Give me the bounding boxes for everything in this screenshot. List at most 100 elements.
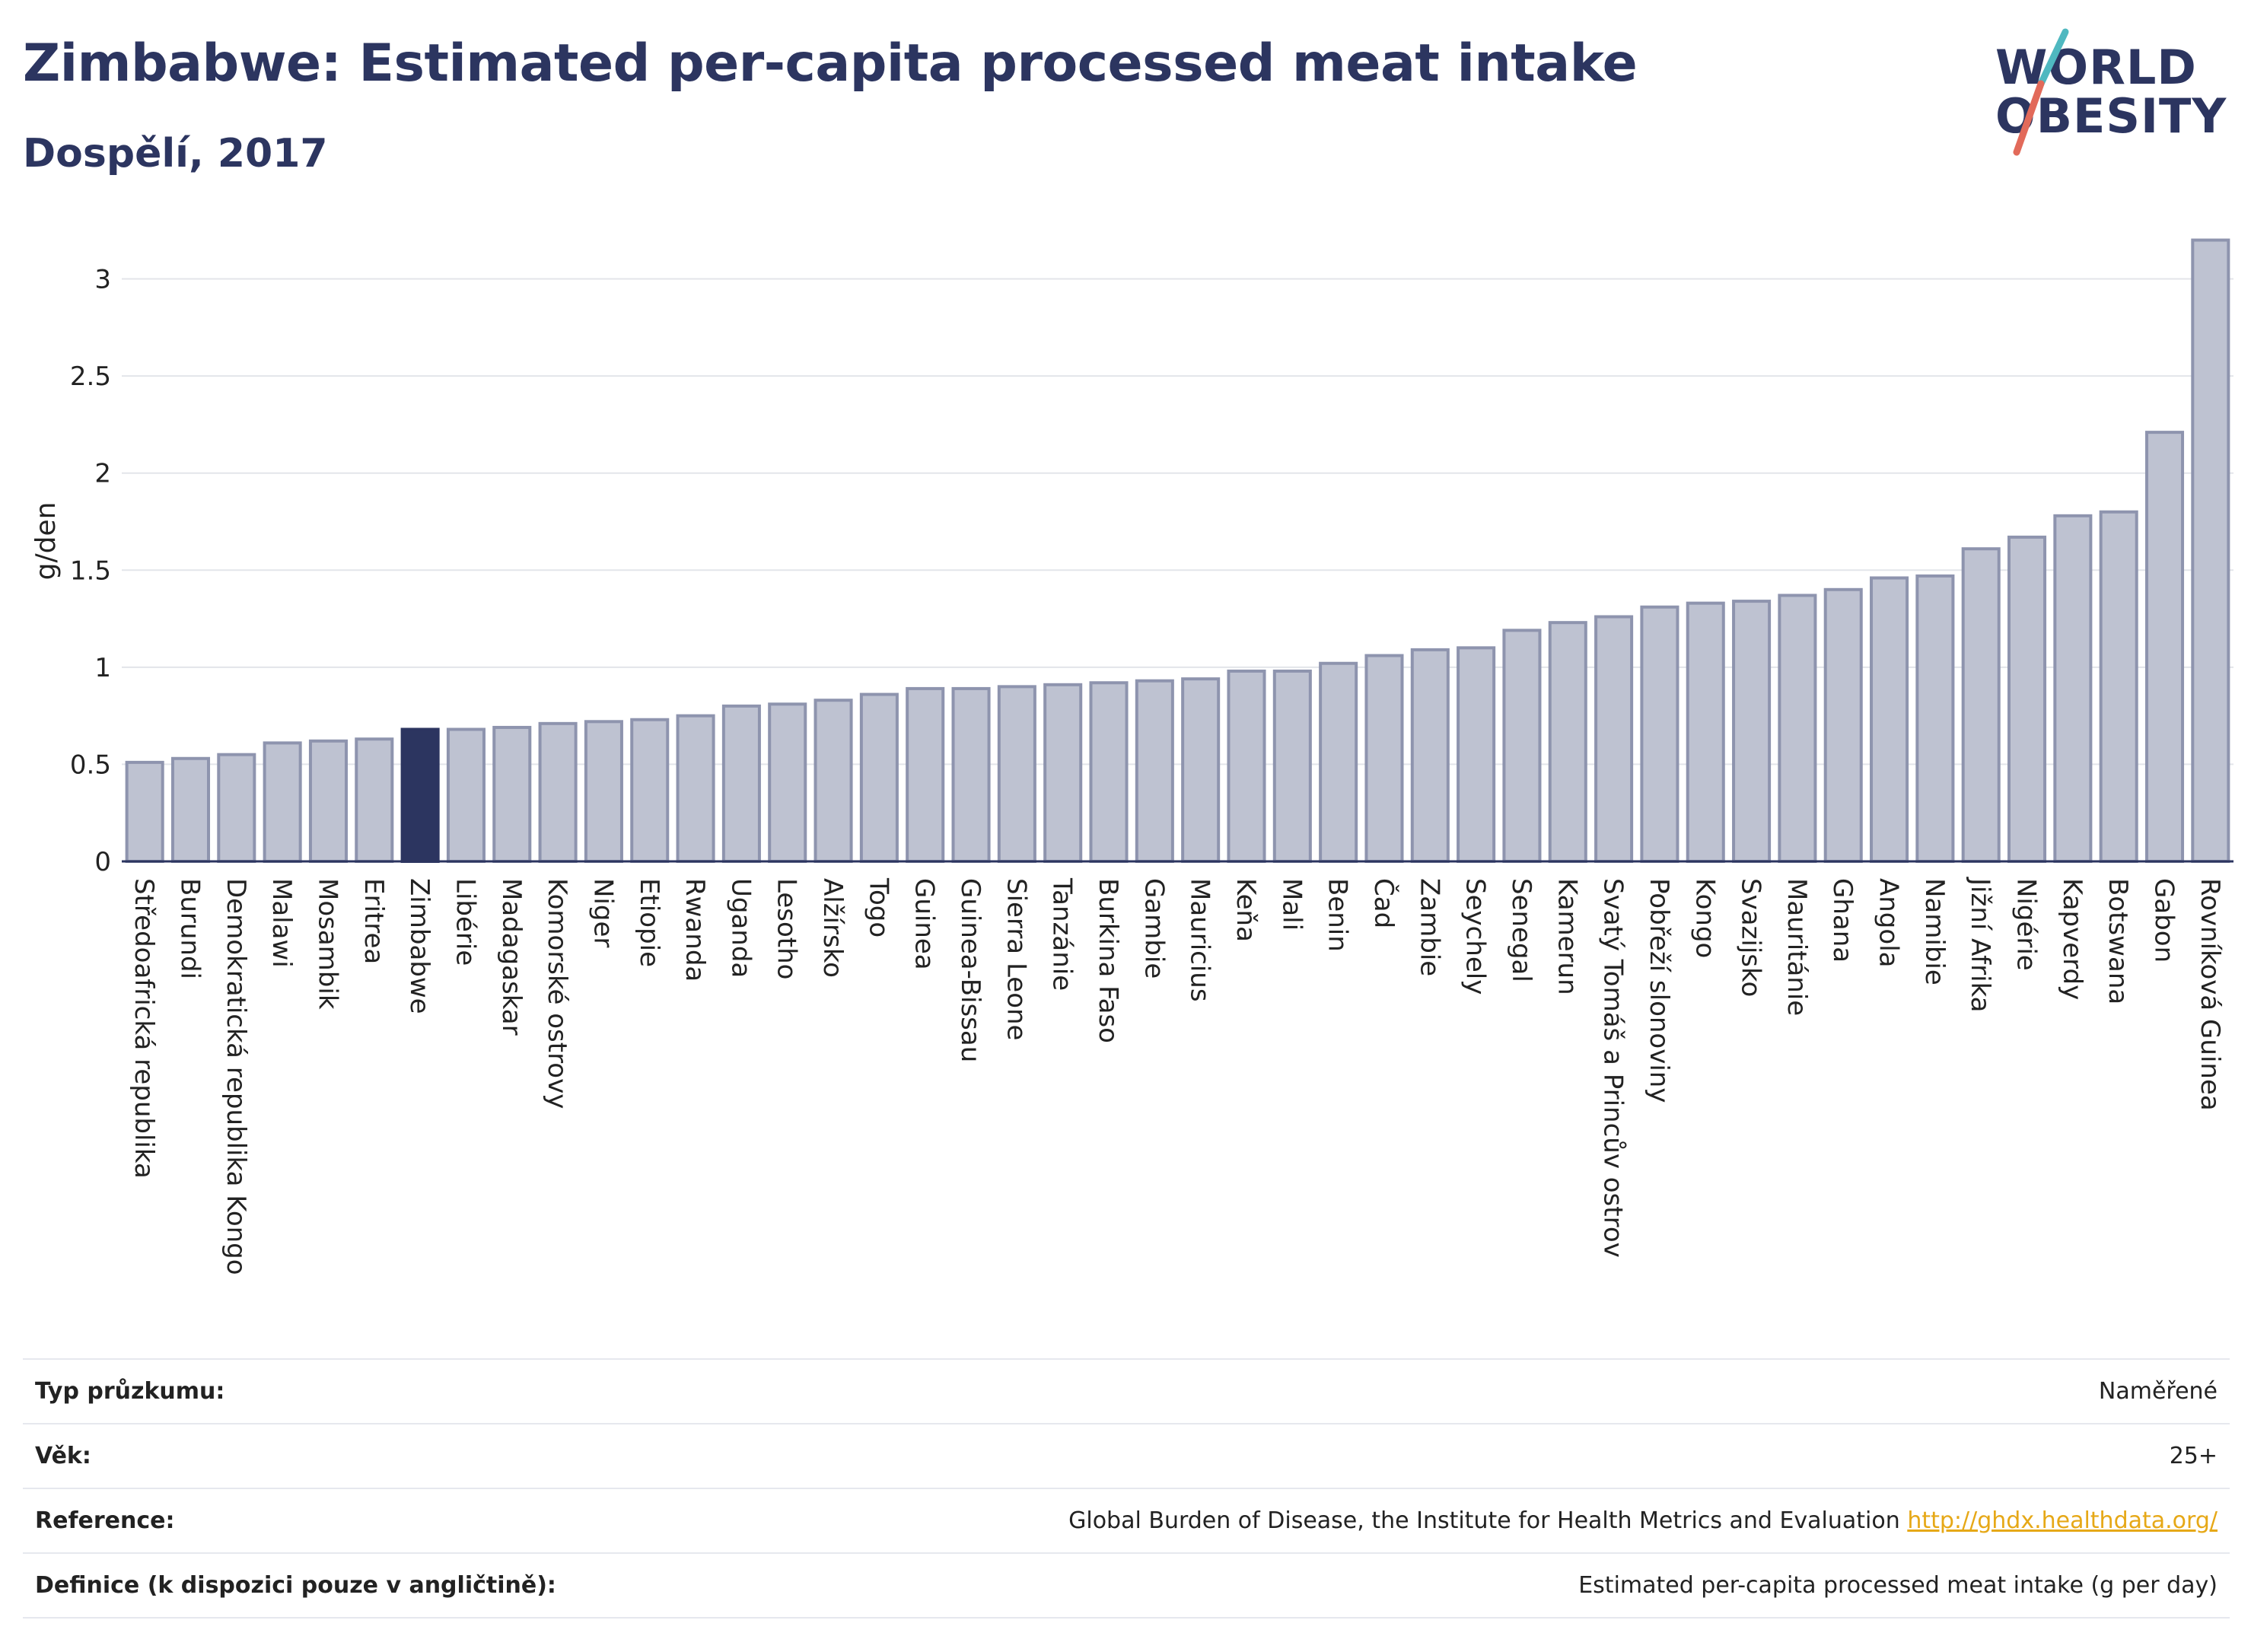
x-tick-label: Lesotho (772, 878, 802, 979)
x-tick-label: Mali (1276, 878, 1307, 931)
x-tick-label: Rovníková Guinea (2195, 878, 2225, 1111)
x-tick-label: Komorské ostrovy (542, 878, 572, 1109)
y-tick-label: 2 (94, 459, 111, 489)
x-tick-label: Čad (1368, 878, 1399, 928)
x-tick-label: Svazijsko (1736, 878, 1766, 997)
bar (1272, 669, 1312, 864)
x-tick-label: Mosambik (312, 878, 342, 1010)
bar (1640, 605, 1679, 863)
bar (2191, 238, 2230, 863)
x-tick-label: Senegal (1506, 878, 1536, 982)
x-tick-label: Gabon (2149, 878, 2179, 963)
bar (813, 699, 853, 863)
bar (584, 720, 623, 863)
logo-slash-icon (2013, 28, 2069, 156)
reference-text: Global Burden of Disease, the Institute … (1068, 1507, 1900, 1534)
chart-title: Zimbabwe: Estimated per-capita processed… (23, 33, 1638, 94)
x-tick-label: Angola (1874, 878, 1904, 967)
x-tick-label: Tanzánie (1047, 877, 1078, 991)
y-tick-label: 0.5 (70, 750, 111, 780)
bar (1915, 574, 1955, 863)
bar (1089, 681, 1129, 864)
x-tick-label: Seychely (1460, 878, 1491, 995)
bar (1823, 587, 1863, 864)
bar (768, 702, 807, 863)
y-tick-label: 2.5 (70, 361, 111, 392)
bar (859, 692, 899, 863)
bar (446, 727, 486, 863)
bar (2144, 431, 2185, 863)
x-tick-label: Svatý Tomáš a Princův ostrov (1598, 878, 1629, 1258)
bar (217, 753, 256, 864)
bar (125, 760, 164, 864)
x-tick-label: Benin (1323, 878, 1353, 952)
x-tick-label: Demokratická republika Kongo (221, 878, 251, 1275)
bar (630, 718, 670, 863)
bar (676, 714, 715, 863)
x-tick-label: Nigérie (2011, 878, 2042, 971)
x-tick-label: Etiopie (634, 878, 664, 967)
x-tick-label: Burkina Faso (1093, 878, 1123, 1043)
meta-value-reference: Global Burden of Disease, the Institute … (1068, 1507, 2230, 1534)
bar (1181, 677, 1221, 864)
x-tick-label: Keňa (1231, 878, 1261, 942)
x-tick-label: Mauritánie (1781, 878, 1812, 1016)
bar (2053, 514, 2093, 864)
meta-row-definition: Definice (k dispozici pouze v angličtině… (23, 1552, 2230, 1619)
x-tick-label: Burundi (174, 878, 205, 979)
bar (1227, 669, 1266, 864)
bar (906, 686, 945, 864)
meta-key: Definice (k dispozici pouze v angličtině… (35, 1572, 556, 1599)
x-tick-label: Kamerun (1552, 878, 1582, 995)
world-obesity-logo[interactable]: WORLD OBESITY (1986, 23, 2237, 160)
x-tick-label: Pobřeží slonoviny (1644, 878, 1674, 1103)
logo-text-line1: WORLD (1995, 40, 2197, 95)
bar (721, 704, 761, 863)
x-tick-label: Togo (863, 877, 893, 937)
x-tick-label: Jižní Afrika (1965, 877, 1995, 1013)
chart-subtitle: Dospělí, 2017 (23, 131, 328, 177)
bar (538, 721, 578, 863)
bar (2099, 510, 2138, 864)
x-tick-label: Rwanda (680, 878, 710, 982)
bar (2007, 535, 2047, 863)
metadata-table: Typ průzkumu: Naměřené Věk: 25+ Referenc… (23, 1358, 2230, 1619)
meta-value: 25+ (2169, 1443, 2218, 1469)
bar (355, 737, 394, 863)
x-tick-label: Niger (587, 878, 618, 947)
bar (308, 739, 348, 863)
bar (1364, 654, 1404, 863)
x-tick-label: Zambie (1414, 878, 1444, 976)
meta-row-reference: Reference: Global Burden of Disease, the… (23, 1488, 2230, 1552)
bar (1410, 648, 1450, 863)
x-tick-label: Namibie (1919, 878, 1950, 985)
x-tick-label: Gambie (1138, 878, 1169, 979)
bar (492, 725, 532, 863)
x-tick-label: Sierra Leone (1001, 878, 1031, 1040)
x-tick-label: Madagaskar (496, 878, 527, 1036)
x-tick-label: Botswana (2103, 878, 2133, 1004)
bar (1778, 594, 1817, 864)
bar (1548, 621, 1587, 863)
reference-link[interactable]: http://ghdx.healthdata.org/ (1907, 1507, 2218, 1534)
bar (1961, 547, 2001, 863)
bar (997, 685, 1036, 864)
bar-chart: 0 0.5 1 1.5 2 2.5 3 g/den Středoafrická republik… (30, 238, 2233, 1275)
bar (1319, 661, 1358, 864)
x-tick-label: Kongo (1689, 878, 1720, 958)
bar (170, 756, 211, 864)
x-tick-label: Uganda (725, 878, 756, 978)
meta-key: Věk: (35, 1443, 91, 1469)
bar (951, 686, 991, 864)
x-tick-label: Zimbabwe (404, 878, 435, 1014)
x-tick-label: Středoafrická republika (129, 878, 159, 1179)
bar (400, 727, 440, 863)
bar (1502, 629, 1542, 863)
meta-row-survey-type: Typ průzkumu: Naměřené (23, 1358, 2230, 1423)
meta-value: Naměřené (2098, 1378, 2218, 1405)
x-tick-label: Kapverdy (2057, 878, 2087, 1000)
x-tick-label: Guinea (909, 878, 940, 970)
x-tick-label: Alžírsko (817, 878, 848, 978)
bar (1594, 615, 1634, 863)
bar (1135, 679, 1174, 864)
